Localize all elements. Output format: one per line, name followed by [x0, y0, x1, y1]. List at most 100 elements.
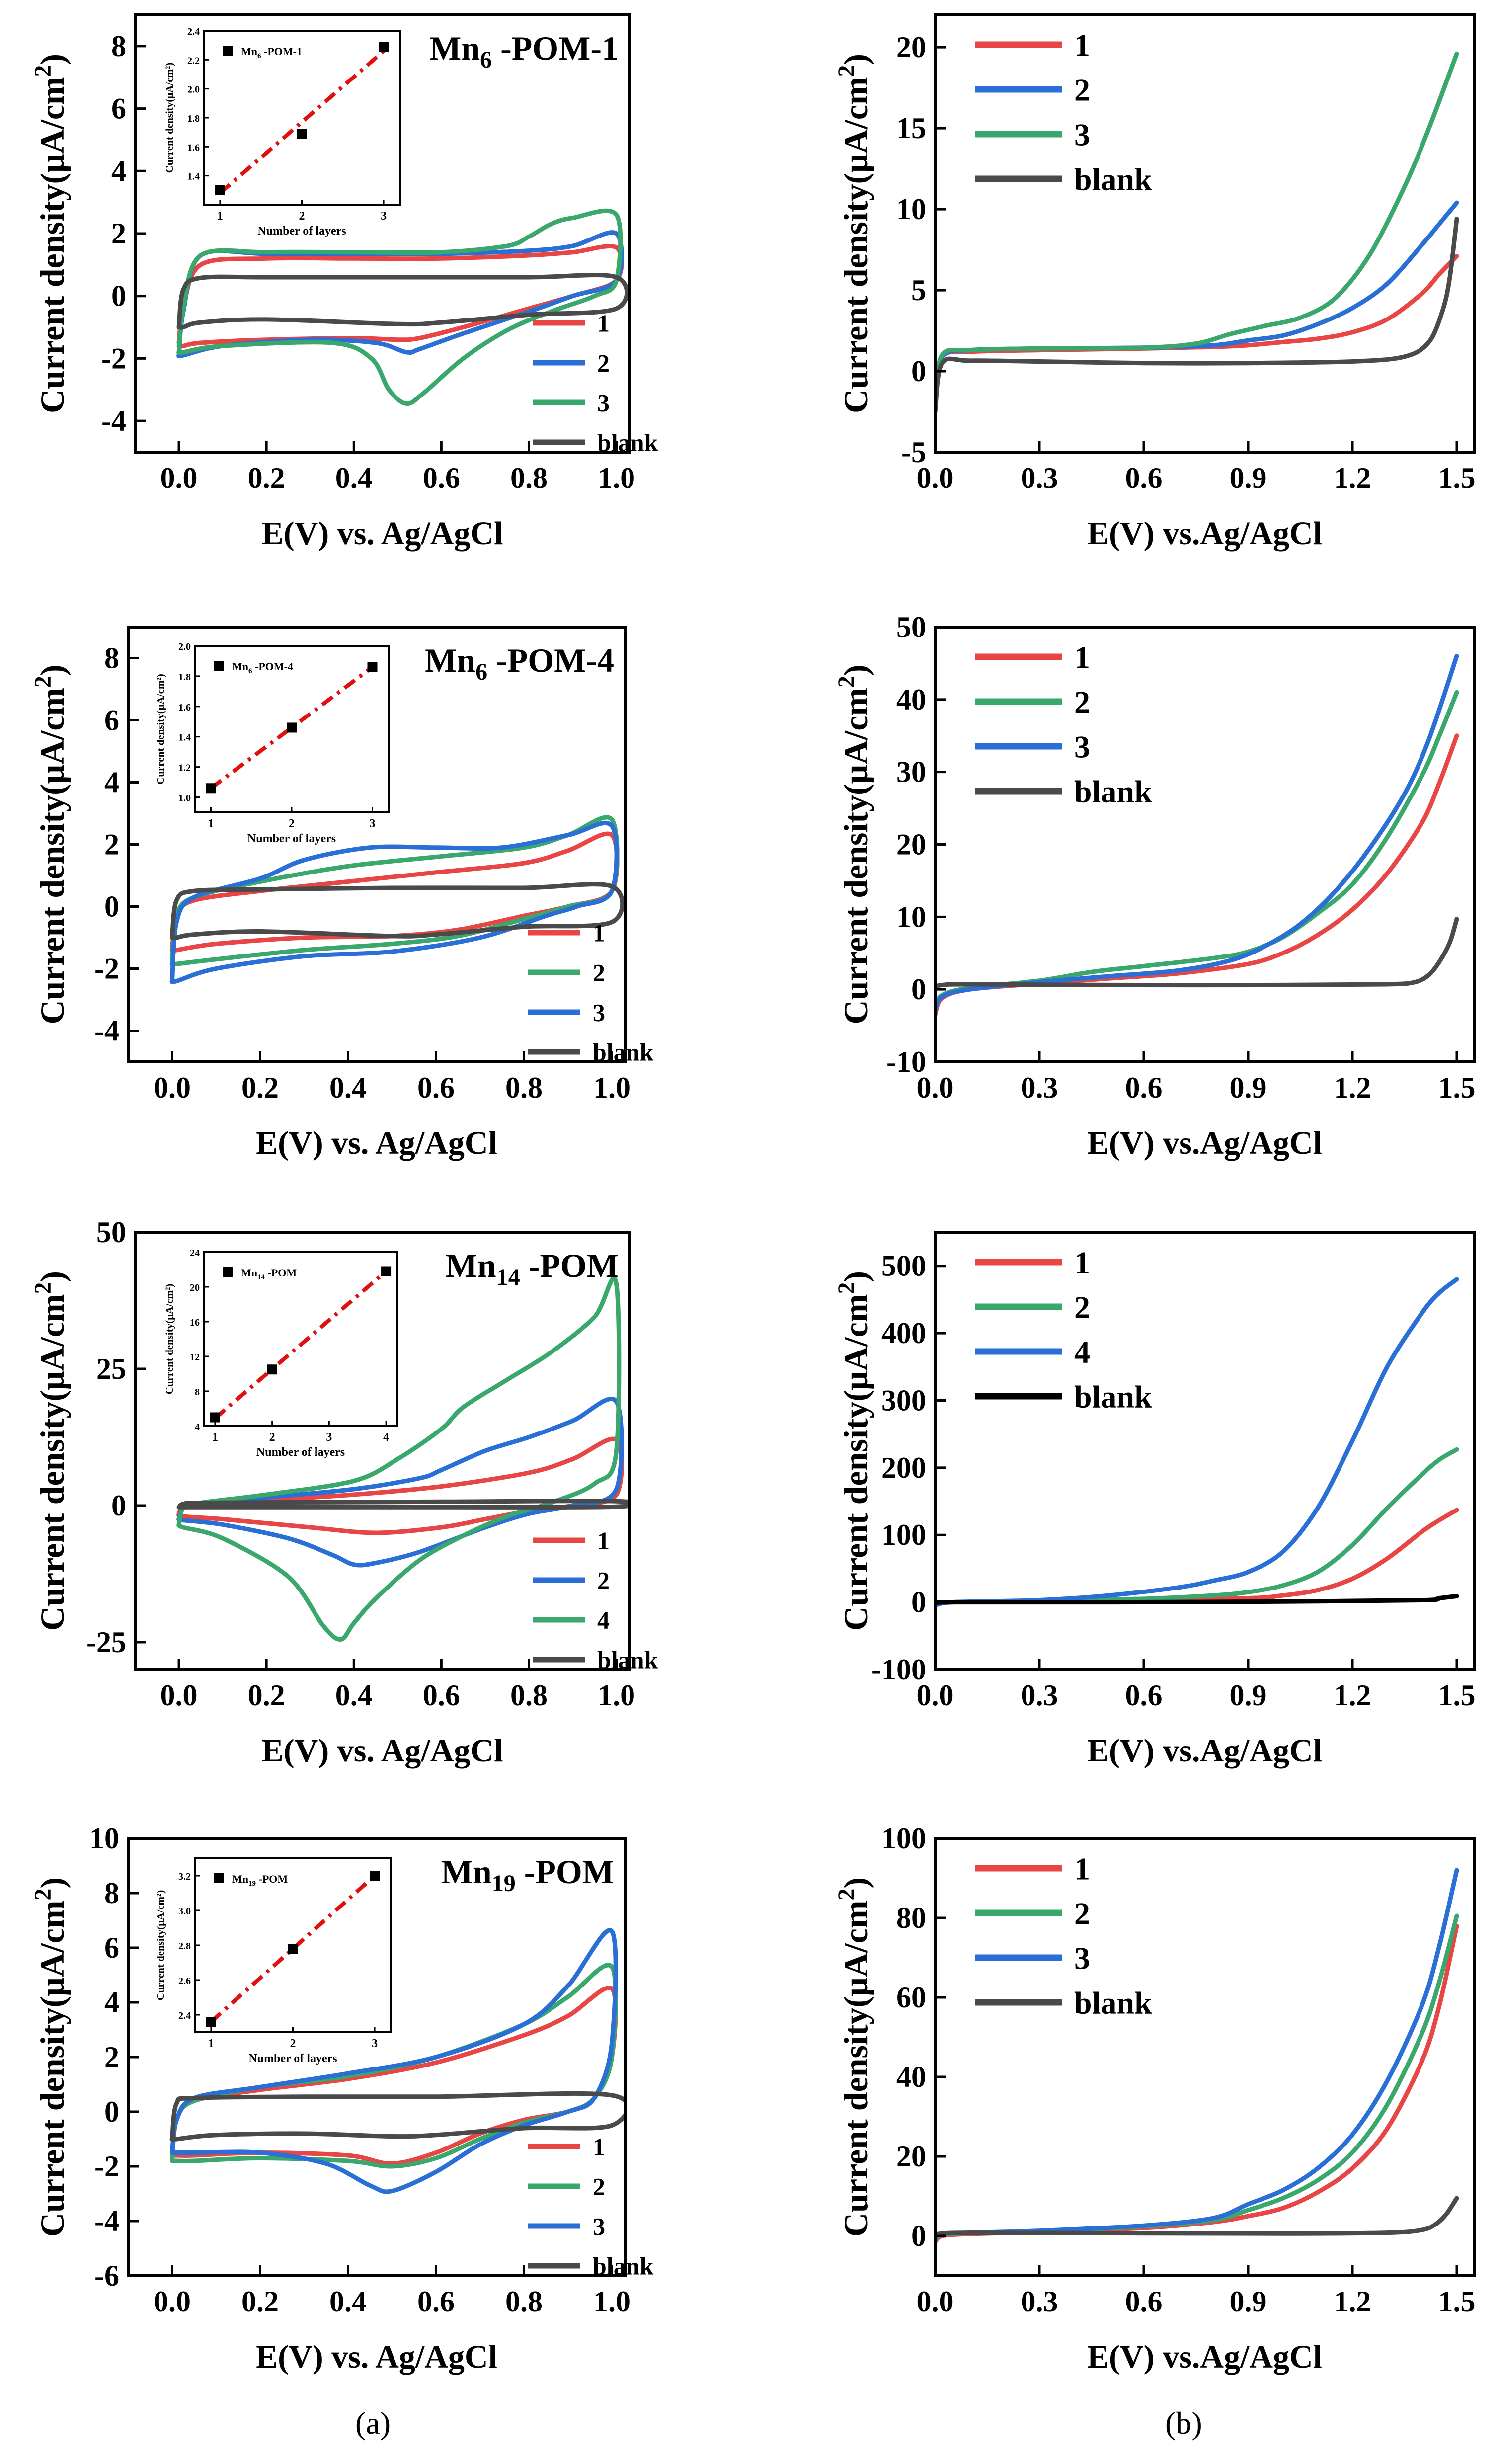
inset-x-tick-label: 3: [370, 817, 376, 830]
inset-x-tick-label: 2: [289, 817, 295, 830]
y-tick-label: 400: [881, 1317, 926, 1350]
legend-label-3: 3: [1074, 1940, 1090, 1976]
y-tick-label: 40: [896, 2061, 926, 2093]
y-tick-label: 100: [881, 1518, 926, 1551]
y-tick-label: 0: [111, 1489, 126, 1522]
legend: 1 2 3 blank: [533, 310, 658, 457]
inset-data-point: [297, 129, 307, 139]
inset-y-tick-label: 1.8: [187, 113, 200, 124]
y-tick-label: 200: [881, 1451, 926, 1484]
series-line-1: [935, 254, 1459, 398]
chart-lsv-mn6-pom-4: 0.0 0.3 0.6 0.9 1.2 1.5 -10 0 10 20 30 40 50 E(V) vs.…: [834, 611, 1476, 1161]
legend-label-2: 2: [1074, 72, 1090, 107]
series-line-blank: [935, 2196, 1459, 2237]
inset-y-tick-label: 1.6: [178, 702, 191, 713]
y-tick-label: 2: [104, 828, 119, 861]
y-tick-label: 10: [89, 1822, 119, 1855]
legend: 1 2 3 blank: [975, 1851, 1152, 2020]
x-tick-label: 0.9: [1230, 1679, 1267, 1712]
x-tick-label: 0.3: [1021, 1679, 1058, 1712]
series-group: [176, 1276, 630, 1642]
y-axis-label: Current density(μA/cm2): [30, 54, 71, 413]
x-tick-label: 1.2: [1334, 462, 1371, 494]
series-line-3: [169, 820, 619, 984]
inset-data-point: [267, 1364, 277, 1375]
x-tick-label: 1.2: [1334, 1679, 1371, 1712]
y-tick-label: -2: [94, 2150, 119, 2183]
legend-label-4: 4: [597, 1606, 610, 1634]
y-tick-label: 10: [896, 193, 926, 226]
y-tick-label: 50: [96, 1216, 126, 1249]
y-axis-label: Current density(μA/cm2): [30, 1271, 71, 1631]
x-tick-label: 0.4: [335, 462, 373, 494]
x-tick-label: 0.3: [1021, 462, 1058, 494]
y-tick-label: -5: [901, 436, 926, 469]
y-axis-label: Current density(μA/cm2): [30, 1877, 71, 2237]
y-tick-label: 8: [104, 642, 119, 675]
y-tick-label: 30: [896, 756, 926, 789]
y-axis-label: Current density(μA/cm2): [834, 665, 874, 1025]
chart-cv-mn14-pom: 0.0 0.2 0.4 0.6 0.8 1.0 -25 0 25 50 E(V) vs. Ag/Ag…: [30, 1216, 658, 1769]
chart-lsv-mn14-pom: 0.0 0.3 0.6 0.9 1.2 1.5 -100 0 100 200 300 400 500 E(…: [834, 1231, 1476, 1769]
x-tick-label: 0.0: [917, 1679, 954, 1712]
y-tick-label: -100: [871, 1653, 926, 1686]
chart-cv-mn19-pom: 0.0 0.2 0.4 0.6 0.8 1.0 -6 -4 -2 0 2 4 6 8 10 E(V) vs. …: [30, 1822, 653, 2375]
y-tick-label: 80: [896, 1902, 926, 1934]
inset-x-tick-label: 4: [383, 1431, 389, 1444]
x-tick-label: 0.2: [241, 1071, 279, 1104]
inset-x-label: Number of layers: [247, 832, 336, 845]
y-tick-label: -4: [94, 1015, 119, 1047]
x-tick-label: 0.6: [423, 462, 460, 494]
inset-y-tick-label: 8: [195, 1387, 200, 1398]
inset-y-tick-label: 1.6: [187, 142, 200, 153]
inset-x-tick-label: 3: [372, 2037, 378, 2050]
legend-label-blank: blank: [597, 429, 658, 457]
x-tick-label: 0.2: [248, 1679, 285, 1712]
x-tick-label: 1.0: [598, 1679, 635, 1712]
chart-title: Mn6 -POM-4: [425, 641, 614, 685]
legend-label-2: 2: [597, 349, 610, 377]
legend-label-blank: blank: [1074, 1985, 1152, 2020]
y-tick-label: 0: [104, 2095, 119, 2128]
y-tick-label: -4: [94, 2205, 119, 2237]
inset-x-tick-label: 1: [217, 210, 223, 223]
inset-y-tick-label: 2.0: [178, 641, 191, 652]
x-tick-label: 1.5: [1438, 1679, 1476, 1712]
inset-x-tick-label: 1: [212, 1431, 218, 1444]
y-tick-label: 20: [896, 31, 926, 64]
inset-legend-label: Mn19 -POM: [232, 1873, 288, 1888]
legend-label-2: 2: [597, 1567, 610, 1594]
y-tick-label: 0: [911, 2220, 926, 2252]
x-tick-label: 0.2: [241, 2285, 279, 2318]
series-line-4: [935, 1277, 1459, 1608]
legend-label-blank: blank: [1074, 774, 1152, 809]
series-line-2: [935, 1913, 1459, 2242]
x-tick-label: 0.6: [417, 1071, 455, 1104]
y-tick-label: 0: [911, 973, 926, 1006]
inset-data-point: [379, 42, 389, 52]
legend-label-blank: blank: [597, 1646, 658, 1674]
inset-fit-line: [214, 1270, 388, 1420]
y-tick-label: -25: [86, 1626, 126, 1659]
x-tick-label: 0.0: [917, 462, 954, 494]
series-group: [935, 51, 1459, 414]
legend-label-blank: blank: [1074, 1379, 1152, 1414]
legend-label-3: 3: [1074, 729, 1090, 764]
inset-x-label: Number of layers: [248, 2052, 337, 2065]
y-tick-label: 8: [111, 30, 126, 63]
x-tick-label: 1.2: [1334, 2285, 1371, 2318]
series-line-blank: [935, 917, 1459, 990]
y-tick-label: 0: [104, 890, 119, 923]
x-axis-label: E(V) vs.Ag/AgCl: [1087, 2339, 1322, 2375]
y-axis-label: Current density(μA/cm2): [834, 54, 874, 413]
caption-b: (b): [1165, 2405, 1202, 2441]
y-tick-label: 4: [104, 766, 119, 799]
legend-label-blank: blank: [1074, 161, 1152, 197]
legend-label-2: 2: [593, 2173, 605, 2201]
x-tick-label: 0.8: [505, 2285, 543, 2318]
inset: 1 2 3 2.4 2.6 2.8 3.0 3.2 Number of layers Curren…: [155, 1857, 392, 2065]
inset-y-label: Current density(μA/cm²): [163, 1284, 175, 1395]
inset-data-point: [210, 1412, 220, 1423]
inset-data-point: [206, 783, 216, 794]
